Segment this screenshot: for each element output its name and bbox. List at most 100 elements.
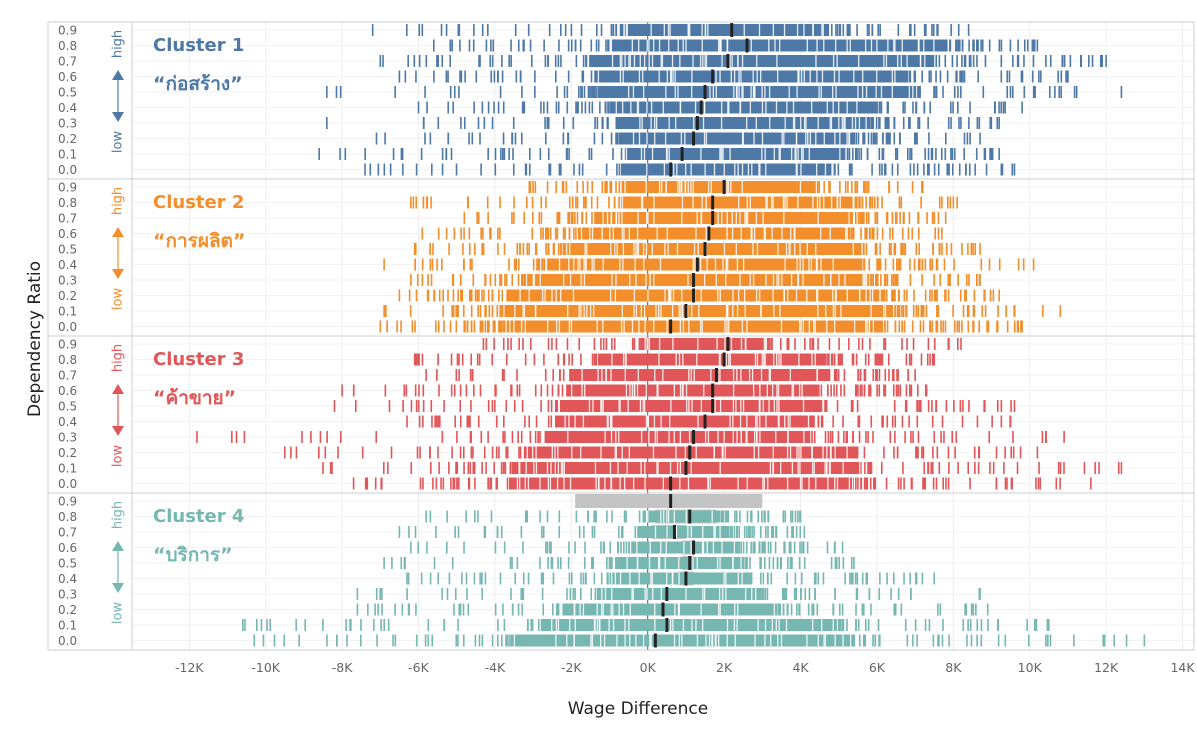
- gap: [844, 227, 847, 240]
- gap: [666, 320, 668, 333]
- gap: [632, 86, 635, 98]
- tick-mark: [1057, 462, 1060, 474]
- tick-mark: [935, 148, 937, 160]
- gap: [853, 320, 856, 333]
- tick-mark: [592, 557, 595, 569]
- tick-mark: [511, 431, 514, 443]
- gap: [665, 86, 667, 98]
- dense-bar: [624, 148, 843, 160]
- gap: [789, 243, 791, 255]
- tick-mark: [486, 196, 489, 209]
- tick-mark: [581, 101, 583, 114]
- median-mark: [695, 116, 699, 130]
- gap: [834, 446, 836, 459]
- tick-mark: [731, 526, 733, 538]
- gap: [711, 634, 713, 647]
- gap: [638, 132, 641, 145]
- tick-mark: [600, 541, 602, 554]
- gap: [666, 510, 668, 523]
- tick-mark: [562, 227, 565, 240]
- tick-mark: [575, 510, 578, 523]
- gap: [740, 557, 742, 569]
- tick-mark: [505, 274, 508, 286]
- gap: [799, 477, 802, 490]
- gap: [697, 415, 699, 428]
- tick-mark: [870, 274, 872, 286]
- tick-mark: [842, 557, 845, 569]
- tick-mark: [594, 86, 596, 98]
- gap: [636, 384, 639, 397]
- median-mark: [692, 273, 696, 287]
- tick-mark: [1125, 634, 1128, 647]
- tick-mark: [418, 24, 421, 36]
- tick-mark: [410, 400, 413, 412]
- tick-mark: [879, 101, 881, 114]
- tick-mark: [633, 338, 636, 350]
- tick-mark: [521, 400, 524, 412]
- tick-mark: [449, 55, 452, 67]
- y-axis-title: Dependency Ratio: [25, 261, 45, 417]
- tick-mark: [961, 243, 963, 255]
- tick-mark: [522, 274, 524, 286]
- tick-mark: [902, 305, 905, 317]
- gap: [765, 196, 767, 209]
- tick-mark: [510, 55, 512, 67]
- tick-mark: [447, 289, 449, 302]
- tick-mark: [608, 557, 611, 569]
- tick-mark: [415, 196, 418, 209]
- tick-mark: [460, 289, 462, 302]
- tick-mark: [788, 541, 791, 554]
- tick-mark: [1063, 55, 1066, 67]
- gap: [803, 24, 805, 36]
- gap: [578, 305, 580, 317]
- tick-mark: [451, 446, 453, 459]
- y-tick-label: 0.7: [58, 212, 77, 226]
- gap: [777, 634, 779, 647]
- gap: [621, 446, 623, 459]
- gap: [704, 163, 706, 176]
- gap: [651, 572, 653, 585]
- tick-mark: [457, 24, 460, 36]
- gap: [687, 24, 689, 36]
- gap: [629, 274, 631, 286]
- gap: [800, 446, 802, 459]
- tick-mark: [886, 117, 888, 129]
- tick-mark: [487, 24, 489, 36]
- gap: [668, 510, 670, 523]
- tick-mark: [972, 39, 974, 52]
- gap: [652, 446, 655, 459]
- tick-mark: [290, 446, 292, 459]
- tick-mark: [933, 431, 936, 443]
- tick-mark: [761, 510, 763, 523]
- tick-mark: [951, 148, 954, 160]
- tick-mark: [394, 603, 396, 616]
- tick-mark: [419, 446, 421, 459]
- gap: [769, 462, 772, 474]
- tick-mark: [855, 619, 857, 631]
- tick-mark: [893, 117, 895, 129]
- tick-mark: [356, 588, 359, 600]
- tick-mark: [992, 462, 995, 474]
- tick-mark: [906, 148, 909, 160]
- gap: [787, 431, 789, 443]
- tick-mark: [928, 163, 930, 176]
- tick-mark: [634, 526, 637, 538]
- tick-mark: [550, 415, 553, 428]
- gap: [621, 212, 623, 224]
- tick-mark: [843, 148, 846, 160]
- tick-mark: [870, 603, 872, 616]
- tick-mark: [394, 634, 397, 647]
- dense-bar: [598, 588, 763, 600]
- tick-mark: [578, 86, 580, 98]
- gap: [824, 462, 826, 474]
- gap: [856, 101, 858, 114]
- gap: [816, 289, 818, 302]
- tick-mark: [610, 181, 613, 193]
- gap: [692, 557, 694, 569]
- tick-mark: [838, 557, 841, 569]
- gap: [708, 634, 711, 647]
- median-mark: [714, 368, 718, 382]
- gap: [749, 274, 751, 286]
- gap: [797, 196, 799, 209]
- tick-mark: [945, 39, 948, 52]
